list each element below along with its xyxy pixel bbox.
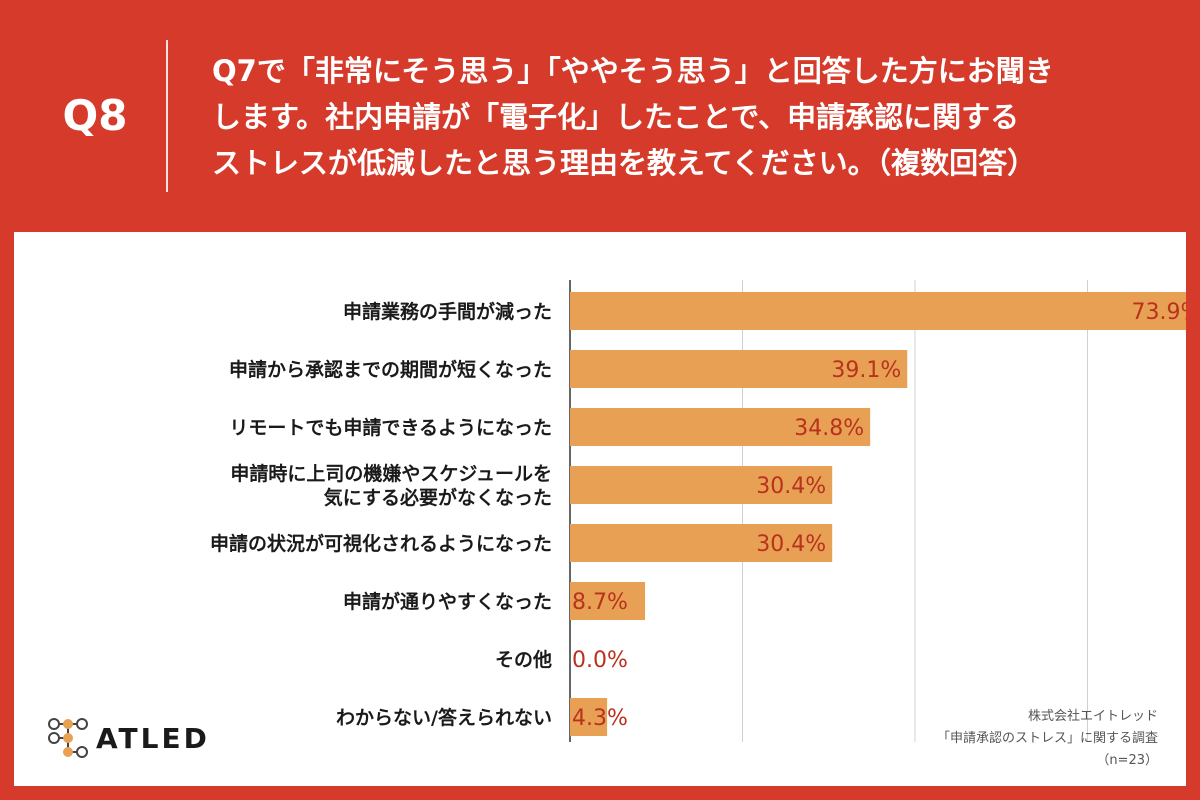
value-label: 73.9% — [1131, 300, 1186, 325]
bar — [570, 466, 833, 504]
bar-chart: 申請業務の手間が減った 73.9% 申請から承認までの期間が短くなった 39.1% リモ… — [210, 280, 1186, 742]
category-label: 申請が通りやすくなった — [343, 590, 552, 613]
value-label: 30.4% — [756, 532, 826, 557]
category-label: 申請から承認までの期間が短くなった — [229, 358, 552, 381]
bar — [570, 582, 646, 620]
question-line: Q7で「非常にそう思う」「ややそう思う」と回答した方にお聞き — [212, 54, 1054, 88]
question-line: ストレスが低減したと思う理由を教えてください。（複数回答） — [212, 146, 1037, 180]
category-label: リモートでも申請できるようになった — [229, 416, 552, 439]
source-line: 「申請承認のストレス」に関する調査 — [936, 731, 1158, 746]
value-label: 0.0% — [572, 648, 628, 673]
value-label: 39.1% — [831, 358, 901, 383]
value-label: 4.3% — [572, 706, 628, 731]
source-line: （n=23） — [1096, 753, 1158, 768]
bar — [570, 292, 1186, 330]
header-divider — [166, 40, 168, 192]
bar — [570, 524, 833, 562]
chart-panel: 申請業務の手間が減った 73.9% 申請から承認までの期間が短くなった 39.1% リモ… — [14, 232, 1186, 786]
source-line: 株式会社エイトレッド — [1027, 709, 1158, 724]
logo-mark-icon — [48, 718, 88, 758]
header: Q8 Q7で「非常にそう思う」「ややそう思う」と回答した方にお聞き します。社内… — [0, 0, 1200, 230]
bar — [570, 408, 871, 446]
question-line: します。社内申請が「電子化」したことで、申請承認に関する — [212, 100, 1020, 134]
source-note: 株式会社エイトレッド 「申請承認のストレス」に関する調査 （n=23） — [937, 706, 1158, 772]
question-text: Q7で「非常にそう思う」「ややそう思う」と回答した方にお聞き します。社内申請が… — [212, 48, 1172, 186]
category-label: その他 — [495, 648, 552, 671]
bar — [570, 698, 608, 736]
category-label: 申請時に上司の機嫌やスケジュールを — [230, 462, 552, 485]
category-label: わからない/答えられない — [336, 706, 552, 729]
category-label: 申請業務の手間が減った — [343, 300, 552, 323]
value-label: 30.4% — [756, 474, 826, 499]
question-number: Q8 — [62, 91, 128, 140]
bar — [570, 350, 908, 388]
atled-logo: ATLED — [46, 716, 207, 766]
value-label: 34.8% — [794, 416, 864, 441]
category-label: 申請の状況が可視化されるようになった — [210, 532, 552, 555]
brand-name: ATLED — [96, 722, 210, 755]
category-label: 気にする必要がなくなった — [324, 486, 552, 509]
value-label: 8.7% — [572, 590, 628, 615]
